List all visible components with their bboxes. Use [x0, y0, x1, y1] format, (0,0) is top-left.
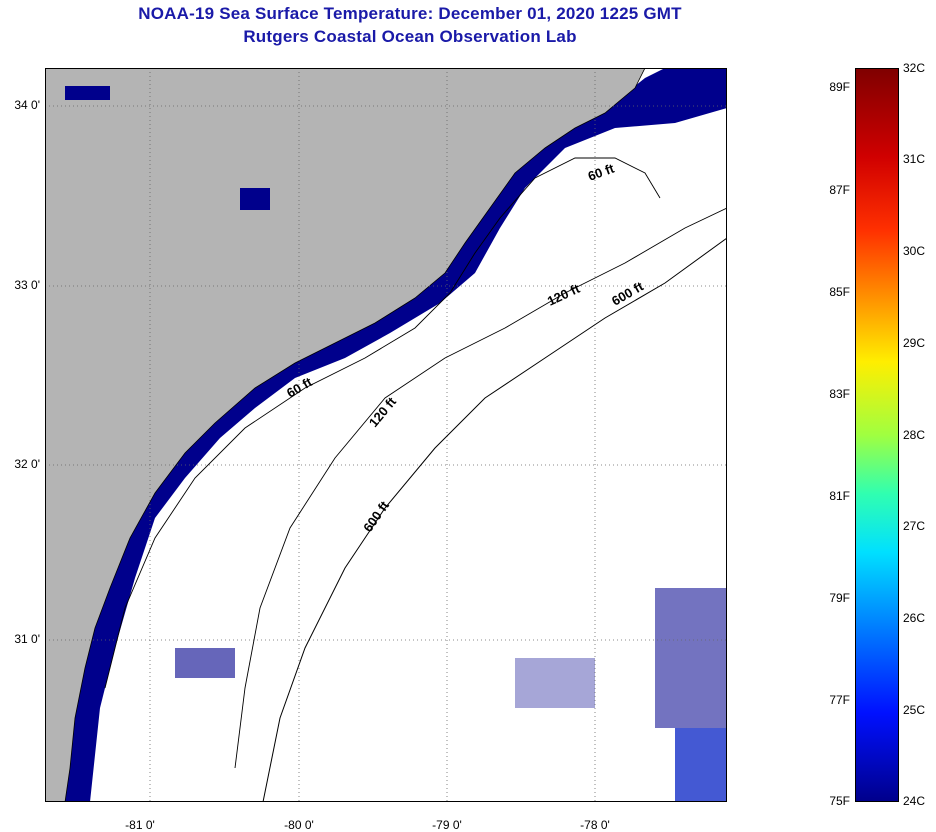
cold-water-patch: [515, 658, 595, 708]
sst-map: 60 ft 120 ft 600 ft 60 ft 120 ft 600 ft: [45, 68, 727, 802]
inland-lake: [240, 188, 270, 210]
land-area: [45, 68, 646, 802]
colorbar-celsius-label: 29C: [903, 336, 926, 350]
colorbar-celsius-label: 27C: [903, 519, 926, 533]
cold-water-patch: [655, 588, 727, 728]
colorbar-celsius-label: 26C: [903, 611, 926, 625]
colorbar-celsius-label: 25C: [903, 703, 926, 717]
colorbar-fahrenheit-label: 83F: [829, 387, 850, 401]
colorbar-celsius-label: 30C: [903, 244, 926, 258]
map-subtitle: Rutgers Coastal Ocean Observation Lab: [243, 27, 577, 46]
colorbar-celsius-label: 28C: [903, 428, 926, 442]
isobath-600ft: [262, 237, 727, 802]
colorbar-fahrenheit-label: 89F: [829, 80, 850, 94]
colorbar-fahrenheit-label: 75F: [829, 794, 850, 808]
temperature-colorbar: [855, 68, 899, 802]
lon-tick-label: -81 0': [125, 818, 155, 832]
graticule: [45, 68, 727, 802]
cold-water-patch: [675, 728, 727, 802]
isobath-60ft: [104, 157, 661, 689]
colorbar-celsius-label: 24C: [903, 794, 926, 808]
lat-tick-label: 33 0': [14, 278, 40, 292]
lon-tick-label: -78 0': [580, 818, 610, 832]
map-frame: [45, 68, 727, 802]
colorbar-fahrenheit-label: 81F: [829, 489, 850, 503]
lat-tick-label: 32 0': [14, 457, 40, 471]
colorbar-fahrenheit-label: 79F: [829, 591, 850, 605]
lat-tick-label: 31 0': [14, 632, 40, 646]
lon-tick-label: -80 0': [284, 818, 314, 832]
cold-water-patch: [175, 648, 235, 678]
lat-tick-label: 34 0': [14, 98, 40, 112]
colorbar-fahrenheit-label: 87F: [829, 183, 850, 197]
map-title: NOAA-19 Sea Surface Temperature: Decembe…: [138, 4, 682, 23]
inland-lake: [65, 86, 110, 100]
colorbar-celsius-label: 32C: [903, 61, 926, 75]
lon-tick-label: -79 0': [432, 818, 462, 832]
colorbar-celsius-label: 31C: [903, 152, 926, 166]
colorbar-fahrenheit-label: 85F: [829, 285, 850, 299]
isobath-120ft: [234, 207, 727, 769]
colorbar-fahrenheit-label: 77F: [829, 693, 850, 707]
